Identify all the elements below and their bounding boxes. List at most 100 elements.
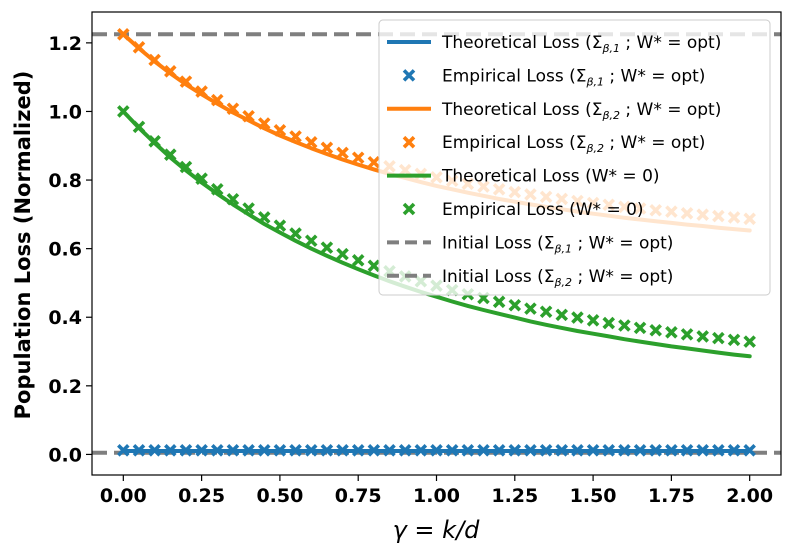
empirical-marker-5-33 <box>633 321 647 335</box>
empirical-marker-3-16 <box>367 155 381 169</box>
empirical-marker-1-3 <box>164 444 177 457</box>
empirical-marker-5-29 <box>571 311 584 324</box>
y-axis-label: Population Loss (Normalized) <box>11 71 35 420</box>
empirical-marker-1-28 <box>555 444 569 457</box>
legend-box <box>378 19 771 296</box>
legend-label-4: Theoretical Loss (W* = 0) <box>441 167 660 187</box>
empirical-marker-5-14 <box>336 247 349 261</box>
empirical-marker-5-8 <box>242 202 255 215</box>
legend-label-2: Theoretical Loss (Σβ,2 ; W* = opt) <box>441 100 721 122</box>
x-tick-label-6: 1.50 <box>570 485 617 507</box>
x-axis-label: γ = k/d <box>393 516 481 544</box>
empirical-marker-1-25 <box>508 444 522 457</box>
y-tick-label-0: 0.0 <box>48 444 82 466</box>
empirical-marker-1-21 <box>445 444 459 457</box>
legend-handle-3 <box>402 135 416 149</box>
empirical-marker-1-38 <box>712 444 725 457</box>
empirical-marker-5-1 <box>132 120 146 134</box>
empirical-marker-3-3 <box>164 65 177 78</box>
empirical-marker-1-15 <box>351 444 365 457</box>
empirical-marker-5-4 <box>179 160 193 174</box>
axes-layer: 0.00 0.25 0.50 0.75 1.00 1.25 1.50 1.75 2.00 0.0 0… <box>48 11 782 507</box>
empirical-marker-1-33 <box>633 444 647 457</box>
legend-label-6: Initial Loss (Σβ,1 ; W* = opt) <box>442 233 673 255</box>
empirical-marker-1-30 <box>586 444 600 457</box>
y-tick-label-4: 0.8 <box>48 170 82 192</box>
x-tick-label-5: 1.25 <box>491 485 538 507</box>
empirical-marker-3-8 <box>242 109 255 123</box>
x-tick-label-3: 0.75 <box>335 485 382 507</box>
empirical-marker-1-6 <box>211 444 224 457</box>
empirical-marker-1-24 <box>492 444 506 457</box>
empirical-marker-5-16 <box>367 259 381 273</box>
x-tick-label-1: 0.25 <box>178 485 225 507</box>
empirical-marker-1-14 <box>336 444 349 457</box>
empirical-marker-1-29 <box>571 444 584 457</box>
empirical-marker-3-14 <box>336 146 349 160</box>
legend-handle-5 <box>402 202 416 216</box>
empirical-marker-5-13 <box>320 241 334 254</box>
legend-label-7: Initial Loss (Σβ,2 ; W* = opt) <box>442 267 673 289</box>
empirical-marker-1-32 <box>618 444 631 457</box>
empirical-marker-5-3 <box>164 148 177 161</box>
empirical-marker-1-27 <box>539 444 553 457</box>
empirical-marker-5-39 <box>727 333 741 347</box>
empirical-marker-5-6 <box>211 183 224 196</box>
empirical-marker-1-23 <box>477 444 490 457</box>
empirical-marker-1-20 <box>430 444 443 457</box>
empirical-marker-5-12 <box>304 234 318 248</box>
empirical-marker-1-39 <box>727 444 741 457</box>
y-tick-label-1: 0.2 <box>48 376 82 398</box>
empirical-marker-3-0 <box>117 28 130 41</box>
y-tick-label-5: 1.0 <box>48 101 82 123</box>
empirical-marker-5-10 <box>273 219 287 232</box>
empirical-marker-1-12 <box>304 444 318 457</box>
empirical-marker-1-40 <box>743 444 756 457</box>
empirical-marker-1-26 <box>524 444 537 457</box>
empirical-marker-1-2 <box>148 444 161 457</box>
empirical-marker-1-35 <box>665 444 678 457</box>
theoretical-loss-line-4 <box>121 109 752 359</box>
empirical-marker-5-37 <box>696 330 709 343</box>
empirical-marker-1-13 <box>320 444 334 457</box>
empirical-marker-5-35 <box>665 326 678 339</box>
empirical-marker-5-24 <box>492 295 506 309</box>
empirical-marker-5-26 <box>524 302 537 315</box>
empirical-marker-1-31 <box>602 444 616 457</box>
empirical-marker-3-4 <box>179 75 193 88</box>
empirical-marker-3-1 <box>132 41 146 54</box>
empirical-marker-3-15 <box>351 151 365 165</box>
empirical-marker-1-19 <box>414 444 428 457</box>
empirical-marker-1-9 <box>257 444 271 457</box>
empirical-marker-3-10 <box>273 124 287 137</box>
empirical-marker-1-5 <box>195 444 208 457</box>
empirical-marker-1-10 <box>273 444 287 457</box>
legend-label-5: Empirical Loss (W* = 0) <box>442 200 644 220</box>
empirical-marker-3-5 <box>195 85 208 98</box>
y-tick-label-3: 0.6 <box>48 239 82 261</box>
empirical-marker-5-30 <box>586 314 600 327</box>
legend-handle-1 <box>402 69 416 82</box>
empirical-marker-5-11 <box>289 227 302 240</box>
empirical-marker-5-15 <box>351 254 365 267</box>
empirical-marker-1-36 <box>680 444 694 457</box>
empirical-marker-3-13 <box>320 141 334 155</box>
empirical-marker-3-2 <box>148 53 161 67</box>
legend-label-0: Theoretical Loss (Σβ,1 ; W* = opt) <box>441 33 721 55</box>
x-tick-label-2: 0.50 <box>256 485 303 507</box>
empirical-marker-5-9 <box>257 211 271 224</box>
empirical-marker-5-36 <box>680 328 694 341</box>
empirical-marker-5-34 <box>649 323 662 337</box>
empirical-marker-1-37 <box>696 444 709 457</box>
legend-label-3: Empirical Loss (Σβ,2 ; W* = opt) <box>442 133 705 155</box>
x-tick-label-0: 0.00 <box>100 485 147 507</box>
empirical-marker-3-7 <box>226 102 240 115</box>
empirical-marker-5-2 <box>148 135 161 148</box>
empirical-marker-1-17 <box>383 444 396 457</box>
empirical-marker-3-12 <box>304 136 318 149</box>
empirical-marker-1-8 <box>242 444 255 457</box>
legend: Theoretical Loss (Σβ,1 ; W* = opt) Empiri… <box>378 19 771 296</box>
empirical-marker-5-31 <box>602 316 616 330</box>
empirical-marker-5-27 <box>539 305 553 319</box>
